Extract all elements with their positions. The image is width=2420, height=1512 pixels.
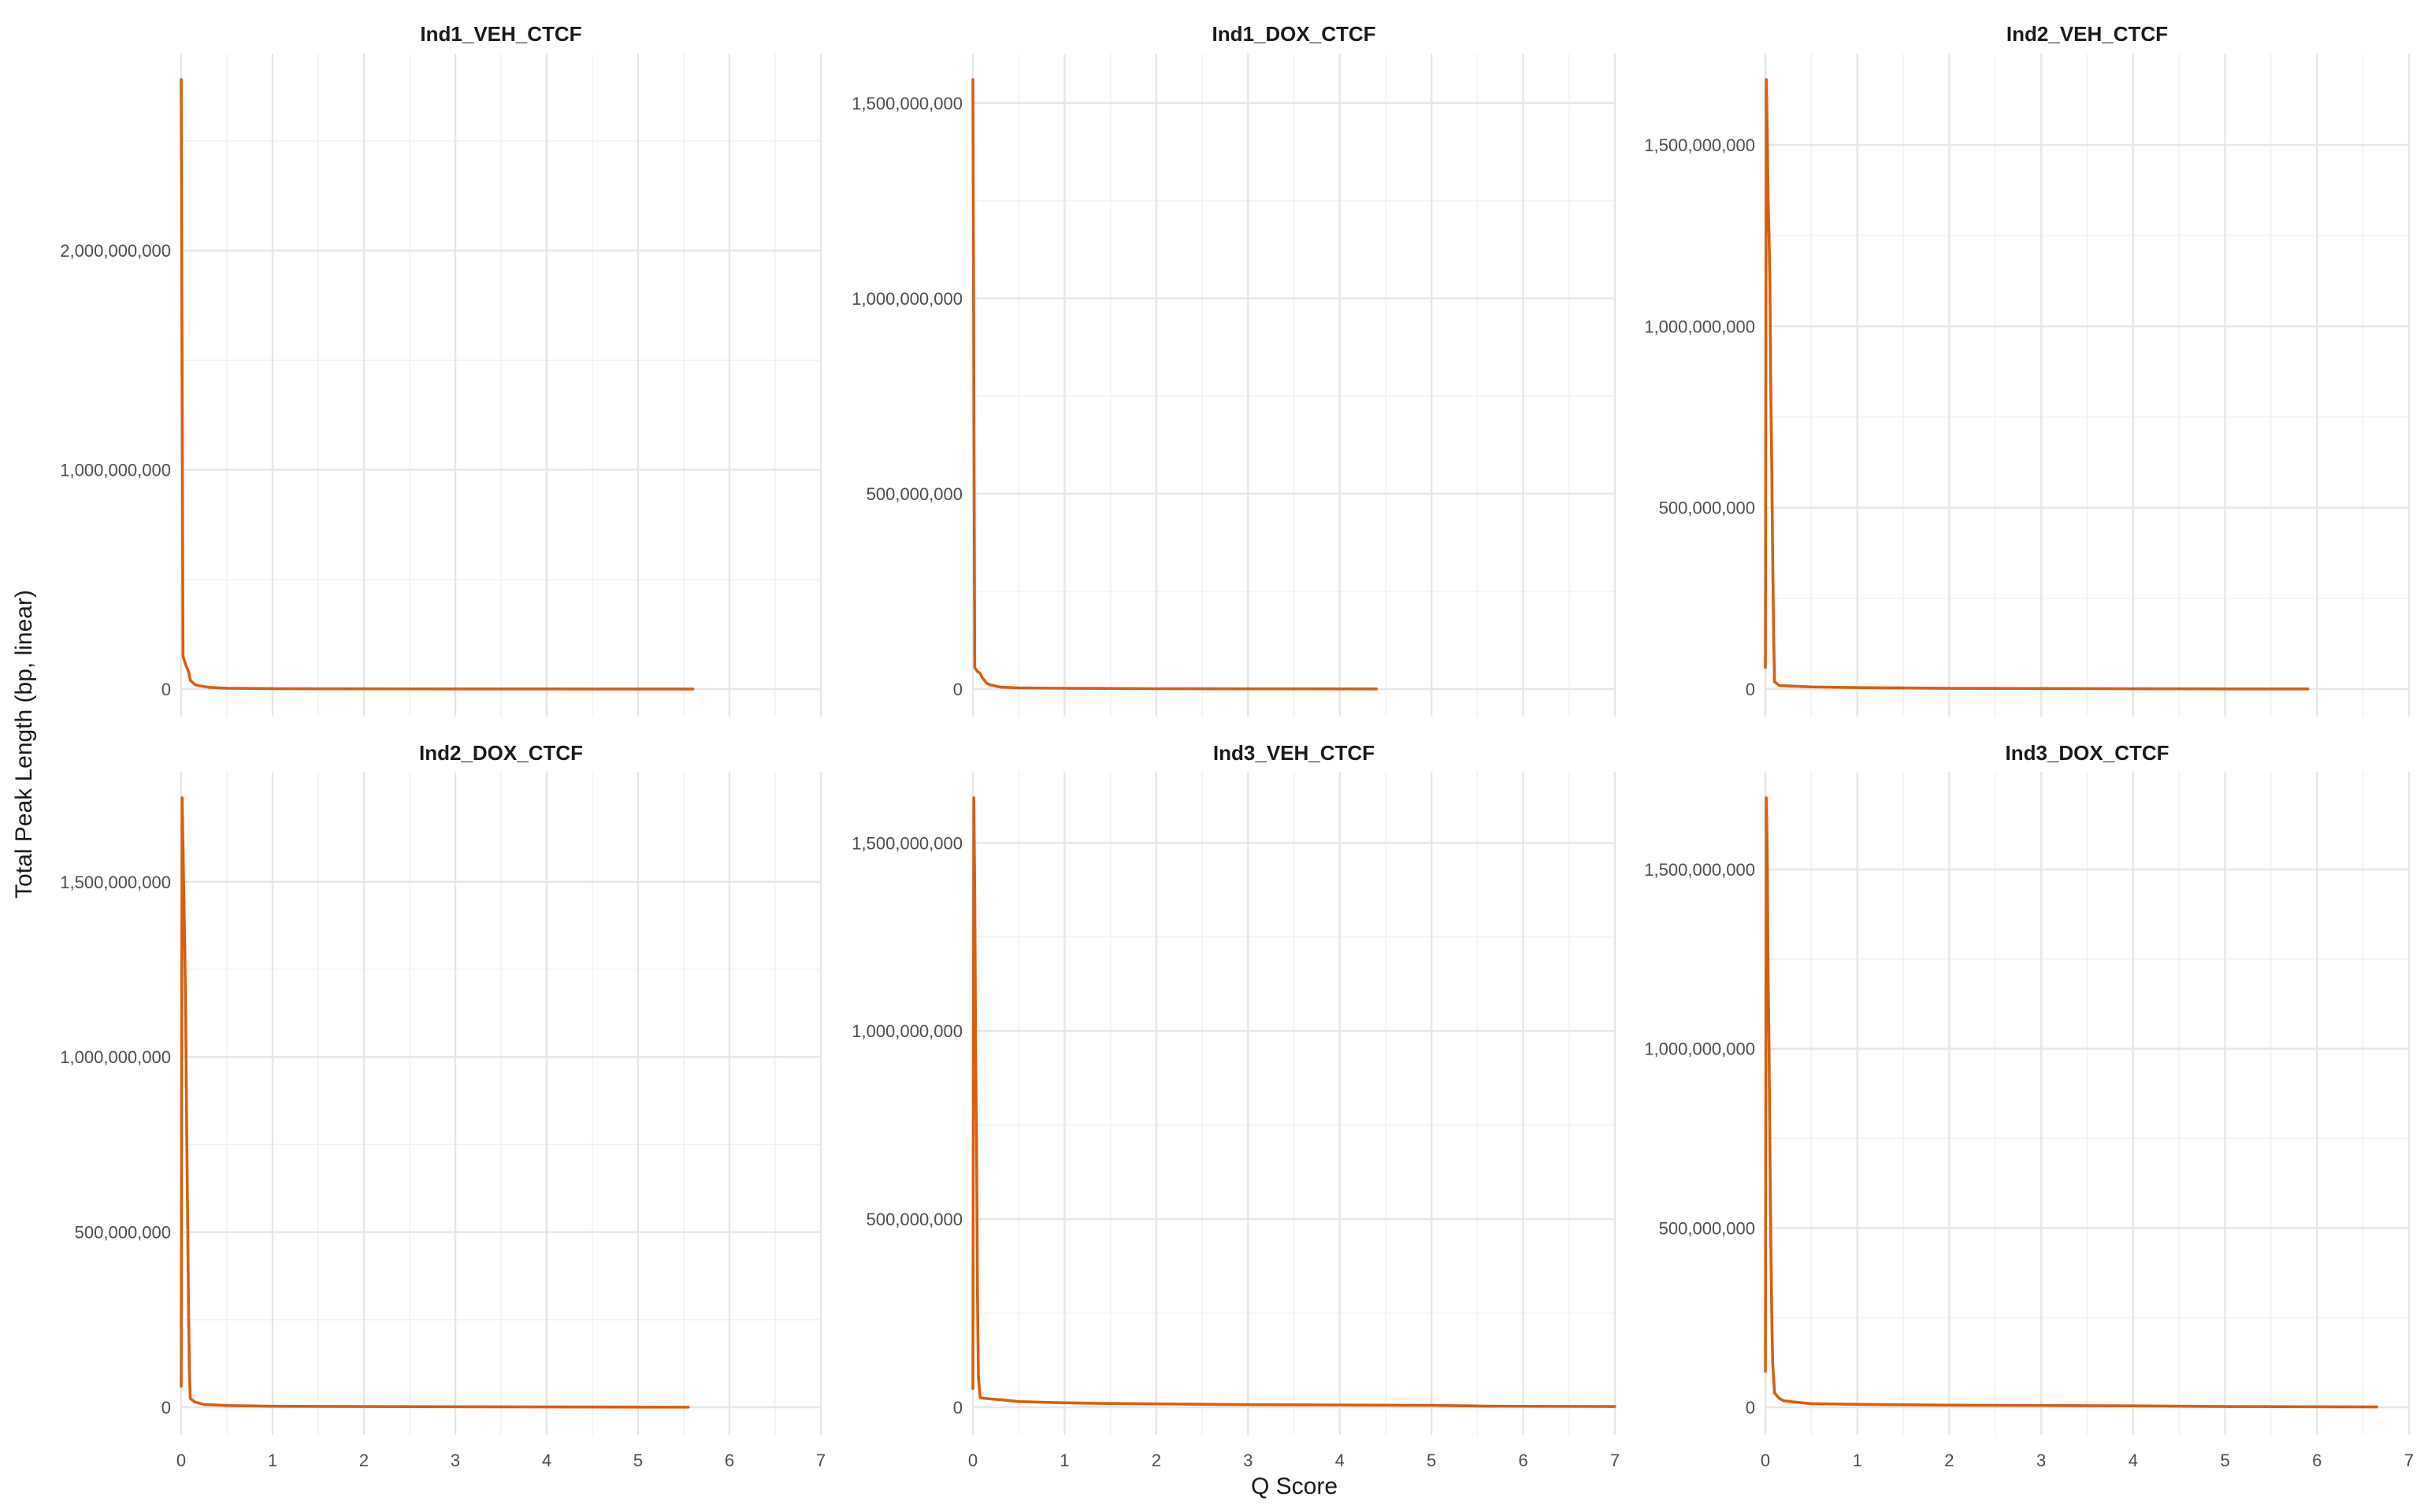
y-tick-label: 1,500,000,000 — [1644, 135, 1755, 155]
y-tick-label: 500,000,000 — [1659, 498, 1755, 518]
x-tick-label: 4 — [542, 1451, 551, 1470]
x-tick-label: 3 — [451, 1451, 460, 1470]
facet-panel: 0 500,000,000 1,000,000,000 1,500,000,000 In… — [1644, 741, 2414, 1470]
panel-title: Ind2_VEH_CTCF — [2006, 22, 2168, 46]
x-tick-label: 6 — [1518, 1451, 1527, 1470]
x-tick-label: 7 — [1610, 1451, 1620, 1470]
panel-title: Ind1_VEH_CTCF — [420, 22, 581, 46]
y-tick-label: 500,000,000 — [1659, 1218, 1755, 1238]
x-tick-label: 2 — [1944, 1451, 1954, 1470]
x-tick-label: 7 — [816, 1451, 826, 1470]
x-tick-label: 5 — [1427, 1451, 1436, 1470]
x-tick-label: 5 — [633, 1451, 643, 1470]
panel-title: Ind2_DOX_CTCF — [419, 741, 583, 765]
series-line — [971, 796, 1616, 1408]
x-tick-label: 1 — [1060, 1451, 1069, 1470]
y-tick-label: 1,000,000,000 — [60, 461, 171, 480]
series-line — [180, 796, 690, 1409]
y-tick-label: 1,000,000,000 — [852, 1021, 963, 1041]
x-tick-label: 0 — [1761, 1451, 1770, 1470]
y-tick-label: 0 — [953, 1398, 963, 1418]
y-tick-label: 1,000,000,000 — [1644, 1040, 1755, 1059]
x-tick-label: 5 — [2220, 1451, 2229, 1470]
y-axis-title: Total Peak Length (bp, linear) — [11, 590, 37, 899]
facet-panel: 0 500,000,000 1,000,000,000 1,500,000,000 In… — [1644, 22, 2411, 717]
series-line — [971, 78, 1379, 691]
facet-panel: 0 500,000,000 1,000,000,000 1,500,000,000 In… — [60, 741, 826, 1470]
x-tick-label: 0 — [968, 1451, 978, 1470]
y-tick-label: 1,500,000,000 — [60, 873, 171, 892]
x-tick-label: 4 — [2129, 1451, 2138, 1470]
y-tick-label: 0 — [1746, 1398, 1755, 1418]
facet-panels: 0 1,000,000,000 2,000,000,000 Ind1_VEH_CTCF… — [60, 22, 2414, 1470]
x-tick-label: 3 — [2036, 1451, 2046, 1470]
panel-title: Ind1_DOX_CTCF — [1212, 22, 1375, 46]
x-tick-label: 7 — [2404, 1451, 2414, 1470]
y-tick-label: 1,500,000,000 — [852, 833, 963, 853]
x-tick-label: 6 — [2312, 1451, 2322, 1470]
y-tick-label: 1,500,000,000 — [1644, 860, 1755, 880]
y-tick-label: 500,000,000 — [867, 1210, 963, 1229]
y-tick-label: 1,000,000,000 — [60, 1047, 171, 1067]
series-line — [1764, 78, 2310, 691]
y-tick-label: 0 — [161, 1398, 171, 1418]
y-tick-label: 0 — [161, 680, 171, 699]
x-tick-label: 0 — [176, 1451, 186, 1470]
x-tick-label: 4 — [1335, 1451, 1345, 1470]
x-tick-label: 6 — [725, 1451, 734, 1470]
y-tick-label: 1,500,000,000 — [852, 94, 963, 113]
x-tick-label: 2 — [1152, 1451, 1161, 1470]
facet-panel: 0 500,000,000 1,000,000,000 1,500,000,000 In… — [852, 22, 1616, 717]
x-tick-label: 1 — [268, 1451, 277, 1470]
panel-title: Ind3_VEH_CTCF — [1213, 741, 1375, 765]
panel-title: Ind3_DOX_CTCF — [2005, 741, 2169, 765]
facet-panel: 0 500,000,000 1,000,000,000 1,500,000,000 In… — [852, 741, 1620, 1470]
y-tick-label: 0 — [1746, 680, 1755, 699]
facet-panel: 0 1,000,000,000 2,000,000,000 Ind1_VEH_CTCF — [60, 22, 822, 717]
x-axis-title: Q Score — [1251, 1473, 1338, 1499]
series-line — [180, 78, 695, 691]
y-tick-label: 1,000,000,000 — [1644, 317, 1755, 336]
y-tick-label: 500,000,000 — [867, 484, 963, 504]
y-tick-label: 500,000,000 — [75, 1223, 171, 1243]
x-tick-label: 1 — [1853, 1451, 1862, 1470]
series-line — [1764, 796, 2378, 1409]
x-tick-label: 2 — [359, 1451, 369, 1470]
x-tick-label: 3 — [1243, 1451, 1253, 1470]
y-tick-label: 2,000,000,000 — [60, 241, 171, 261]
y-tick-label: 1,000,000,000 — [852, 289, 963, 309]
y-tick-label: 0 — [953, 680, 963, 699]
